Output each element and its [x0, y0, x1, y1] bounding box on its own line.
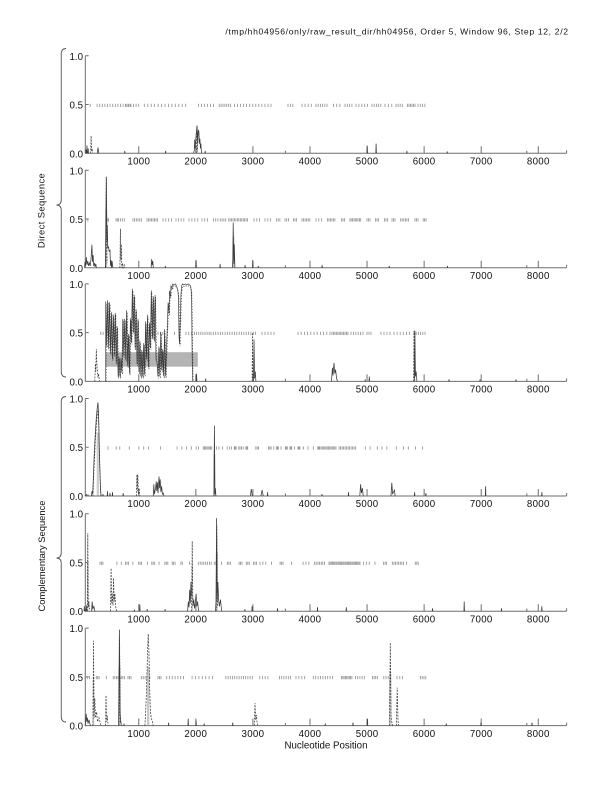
svg-text:8000: 8000 [527, 157, 550, 168]
svg-text:1000: 1000 [127, 729, 150, 740]
svg-text:0.0: 0.0 [70, 149, 84, 160]
svg-text:7000: 7000 [470, 729, 493, 740]
svg-text:5000: 5000 [356, 385, 379, 396]
svg-text:6000: 6000 [413, 614, 436, 625]
svg-text:2000: 2000 [184, 614, 207, 625]
svg-text:5000: 5000 [356, 614, 379, 625]
svg-text:8000: 8000 [527, 271, 550, 282]
svg-text:0.0: 0.0 [70, 722, 84, 733]
svg-text:6000: 6000 [413, 157, 436, 168]
svg-text:8000: 8000 [527, 729, 550, 740]
svg-text:5000: 5000 [356, 271, 379, 282]
svg-text:3000: 3000 [242, 157, 265, 168]
svg-text:7000: 7000 [470, 157, 493, 168]
svg-text:1.0: 1.0 [70, 624, 84, 635]
svg-text:3000: 3000 [242, 614, 265, 625]
svg-text:1.0: 1.0 [70, 280, 84, 291]
svg-text:8000: 8000 [527, 614, 550, 625]
svg-text:Complementary Sequence: Complementary Sequence [36, 501, 47, 612]
svg-text:0.5: 0.5 [70, 559, 83, 570]
svg-text:0.0: 0.0 [70, 492, 84, 503]
svg-text:4000: 4000 [299, 385, 322, 396]
svg-text:2000: 2000 [184, 271, 207, 282]
svg-text:8000: 8000 [527, 499, 550, 510]
svg-text:4000: 4000 [299, 271, 322, 282]
svg-text:0.0: 0.0 [70, 377, 84, 388]
svg-text:Nucleotide Position: Nucleotide Position [285, 741, 368, 752]
svg-text:5000: 5000 [356, 157, 379, 168]
svg-text:0.0: 0.0 [70, 607, 84, 618]
svg-text:8000: 8000 [527, 385, 550, 396]
svg-text:1.0: 1.0 [70, 52, 84, 63]
svg-text:0.0: 0.0 [70, 264, 84, 275]
svg-text:0.5: 0.5 [70, 329, 83, 340]
svg-text:6000: 6000 [413, 385, 436, 396]
svg-text:6000: 6000 [413, 271, 436, 282]
svg-text:4000: 4000 [299, 729, 322, 740]
svg-text:1000: 1000 [127, 614, 150, 625]
svg-text:4000: 4000 [299, 614, 322, 625]
svg-text:1000: 1000 [127, 499, 150, 510]
svg-text:7000: 7000 [470, 271, 493, 282]
svg-text:7000: 7000 [470, 499, 493, 510]
svg-text:6000: 6000 [413, 499, 436, 510]
svg-text:3000: 3000 [242, 271, 265, 282]
svg-text:2000: 2000 [184, 157, 207, 168]
svg-text:0.5: 0.5 [70, 101, 83, 112]
svg-text:Direct Sequence: Direct Sequence [36, 173, 47, 248]
svg-text:4000: 4000 [299, 499, 322, 510]
svg-text:5000: 5000 [356, 729, 379, 740]
svg-text:5000: 5000 [356, 499, 379, 510]
svg-text:6000: 6000 [413, 729, 436, 740]
svg-text:1000: 1000 [127, 157, 150, 168]
svg-text:1000: 1000 [127, 271, 150, 282]
svg-text:1.0: 1.0 [70, 166, 84, 177]
svg-text:7000: 7000 [470, 385, 493, 396]
svg-text:7000: 7000 [470, 614, 493, 625]
svg-text:3000: 3000 [242, 499, 265, 510]
svg-text:/tmp/hh04956/only/raw_result_d: /tmp/hh04956/only/raw_result_dir/hh04956… [225, 27, 568, 37]
svg-text:2000: 2000 [184, 499, 207, 510]
svg-text:1.0: 1.0 [70, 510, 84, 521]
svg-text:1000: 1000 [127, 385, 150, 396]
svg-text:3000: 3000 [242, 729, 265, 740]
svg-text:0.5: 0.5 [70, 443, 83, 454]
svg-text:2000: 2000 [184, 385, 207, 396]
svg-text:1.0: 1.0 [70, 395, 84, 406]
svg-text:2000: 2000 [184, 729, 207, 740]
svg-text:0.5: 0.5 [70, 215, 83, 226]
svg-text:3000: 3000 [242, 385, 265, 396]
svg-text:0.5: 0.5 [70, 673, 83, 684]
svg-text:4000: 4000 [299, 157, 322, 168]
